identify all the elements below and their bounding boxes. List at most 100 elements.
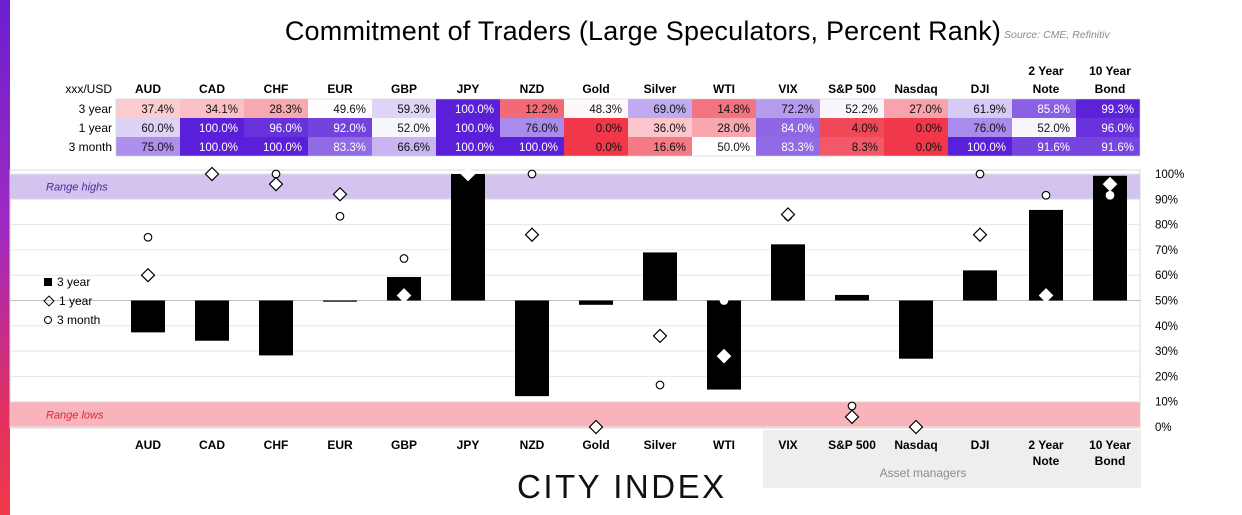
table-cell-value: 27.0% bbox=[909, 104, 942, 116]
table-cell-bg bbox=[116, 118, 180, 137]
table-cell-bg bbox=[948, 118, 1012, 137]
x-label-s-p-500: S&P 500 bbox=[828, 438, 876, 452]
table-cell-value: 37.4% bbox=[141, 104, 174, 116]
table-cell-value: 72.2% bbox=[781, 104, 814, 116]
marker-1-year-2-year-note bbox=[1038, 288, 1054, 303]
marker-3-month-s-p-500 bbox=[847, 401, 857, 411]
table-cell-bg bbox=[820, 118, 884, 137]
marker-1-year-10-year-bond bbox=[1102, 176, 1118, 192]
bar-3-year-jpy bbox=[451, 174, 485, 301]
legend-3-year-label: 3 year bbox=[57, 275, 91, 289]
table-cell-bg bbox=[884, 99, 948, 118]
bar-3-year-2-year-note bbox=[1029, 209, 1063, 301]
x-label-line: DJI bbox=[971, 438, 990, 452]
table-cell-value: 100.0% bbox=[519, 142, 558, 154]
table-cell-bg bbox=[436, 118, 500, 137]
x-label-vix: VIX bbox=[778, 438, 797, 452]
table-cell-value: 100.0% bbox=[199, 142, 238, 154]
marker-1-year-eur bbox=[332, 186, 348, 202]
legend-1-year: 1 year bbox=[43, 294, 92, 308]
x-label-silver: Silver bbox=[644, 438, 677, 452]
table-header-gold: Gold bbox=[582, 82, 609, 96]
table-cell-bg bbox=[884, 118, 948, 137]
table-cell-value: 16.6% bbox=[653, 142, 686, 154]
y-tick-label: 30% bbox=[1155, 346, 1178, 358]
table-cell-value: 100.0% bbox=[967, 142, 1006, 154]
table-cell-bg bbox=[500, 137, 564, 156]
marker-3-month-gbp bbox=[399, 254, 409, 263]
marker-1-year-cad bbox=[204, 166, 220, 182]
table-header-cad: CAD bbox=[199, 82, 225, 96]
table-cell-value: 14.8% bbox=[717, 104, 750, 116]
table-header-line: Note bbox=[1033, 82, 1060, 96]
chart-title-text: Commitment of Traders (Large Speculators… bbox=[284, 16, 1002, 46]
x-label-2-year-note: 2 Year Note bbox=[1028, 438, 1063, 468]
band-label-range-lows: Range lows bbox=[46, 409, 104, 421]
table-header-jpy: JPY bbox=[457, 82, 480, 96]
marker-1-year-gbp bbox=[396, 288, 412, 303]
x-label-line: NZD bbox=[520, 438, 545, 452]
table-cell-bg bbox=[180, 137, 244, 156]
x-label-line: Bond bbox=[1095, 454, 1126, 468]
x-label-line: S&P 500 bbox=[828, 438, 876, 452]
x-label-dji: DJI bbox=[971, 438, 990, 452]
table-border bbox=[115, 98, 1141, 157]
marker-1-year-gold bbox=[588, 419, 604, 435]
legend-3-month-label: 3 month bbox=[57, 313, 101, 327]
table-cell-bg bbox=[372, 118, 436, 137]
y-tick-label: 90% bbox=[1155, 194, 1178, 206]
table-cell-bg bbox=[308, 99, 372, 118]
x-label-line: Gold bbox=[582, 438, 609, 452]
table-cell-bg bbox=[244, 118, 308, 137]
table-cell-bg bbox=[308, 137, 372, 156]
marker-3-month-aud bbox=[143, 232, 153, 242]
x-label-line: 10 Year bbox=[1089, 438, 1131, 452]
table-cell-value: 96.0% bbox=[269, 123, 302, 135]
marker-1-year-dji bbox=[972, 227, 988, 243]
x-label-line: AUD bbox=[135, 438, 161, 452]
bar-3-year-silver bbox=[643, 252, 677, 301]
table-cell-value: 49.6% bbox=[333, 104, 366, 116]
bar-3-year-dji bbox=[963, 270, 997, 301]
x-label-line: CAD bbox=[199, 438, 225, 452]
table-cell-value: 100.0% bbox=[455, 123, 494, 135]
table-cell-value: 12.2% bbox=[525, 104, 558, 116]
y-tick-label: 40% bbox=[1155, 321, 1178, 333]
table-cell-value: 0.0% bbox=[596, 123, 622, 135]
table-header-line: 10 Year bbox=[1089, 64, 1131, 78]
table-cell-value: 52.0% bbox=[1037, 123, 1070, 135]
marker-1-year-wti bbox=[716, 348, 732, 364]
x-label-line: JPY bbox=[457, 438, 480, 452]
bar-3-year-gold bbox=[579, 300, 613, 305]
y-tick-label: 70% bbox=[1155, 245, 1178, 257]
table-cell-bg bbox=[1012, 99, 1076, 118]
diamond-marker-icon bbox=[43, 295, 55, 307]
table-header-silver: Silver bbox=[644, 82, 677, 96]
table-cell-bg bbox=[564, 99, 628, 118]
table-corner-label: xxx/USD bbox=[65, 82, 112, 96]
marker-3-month-nzd bbox=[527, 169, 537, 179]
table-cell-bg bbox=[244, 137, 308, 156]
table-cell-value: 34.1% bbox=[205, 104, 238, 116]
table-cell-value: 4.0% bbox=[852, 123, 878, 135]
table-cell-value: 96.0% bbox=[1101, 123, 1134, 135]
table-cell-bg bbox=[372, 99, 436, 118]
x-label-aud: AUD bbox=[135, 438, 161, 452]
table-cell-value: 100.0% bbox=[199, 123, 238, 135]
table-row-label-1-year: 1 year bbox=[79, 121, 112, 135]
asset-managers-box bbox=[763, 430, 1141, 488]
table-cell-bg bbox=[180, 118, 244, 137]
y-tick-label: 10% bbox=[1155, 397, 1178, 409]
table-cell-bg bbox=[1012, 137, 1076, 156]
table-cell-value: 91.6% bbox=[1101, 142, 1134, 154]
x-label-gold: Gold bbox=[582, 438, 609, 452]
circle-marker-icon bbox=[44, 316, 52, 324]
table-cell-value: 50.0% bbox=[717, 142, 750, 154]
table-cell-bg bbox=[308, 118, 372, 137]
y-tick-label: 0% bbox=[1155, 422, 1172, 434]
plot-frame bbox=[9, 169, 1141, 429]
table-cell-value: 83.3% bbox=[781, 142, 814, 154]
marker-3-month-2-year-note bbox=[1041, 190, 1051, 200]
table-header-eur: EUR bbox=[327, 82, 353, 96]
table-cell-value: 69.0% bbox=[653, 104, 686, 116]
